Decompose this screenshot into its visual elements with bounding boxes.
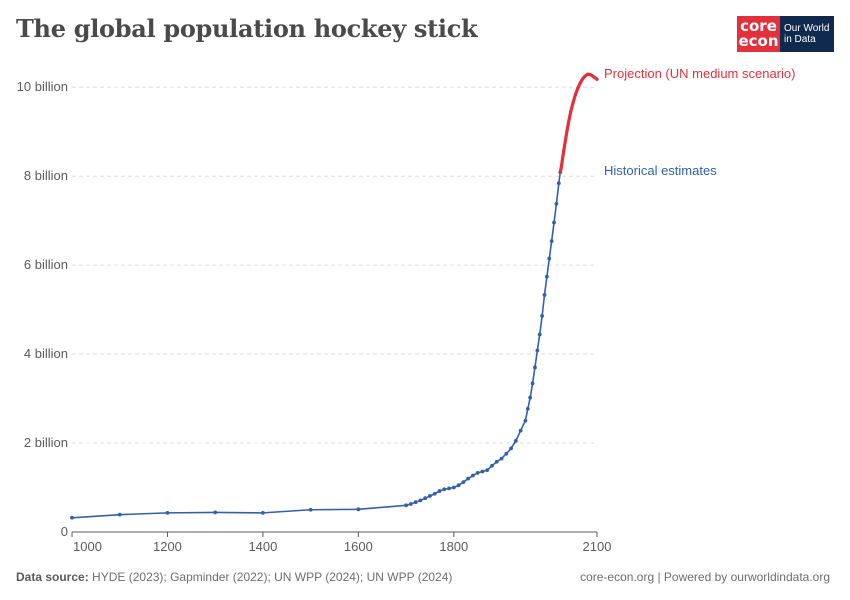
data-point [566,121,570,125]
data-point [451,485,456,490]
data-point [308,507,313,512]
data-source-text: HYDE (2023); Gapminder (2022); UN WPP (2… [92,570,453,584]
data-point [533,365,537,370]
data-point [581,77,585,81]
data-point [117,512,122,517]
data-point [528,395,533,400]
data-point [558,170,562,174]
data-source-label: Data source: [16,570,89,584]
data-point [466,476,471,481]
data-point [530,381,535,386]
label-layer: Historical estimates Projection (UN mediu… [604,66,795,178]
data-point [165,510,170,515]
data-point [547,256,552,261]
data-point [556,181,561,186]
data-point [428,494,432,498]
series-label-0: Historical estimates [604,163,717,178]
series-label-1: Projection (UN medium scenario) [604,66,795,81]
data-point [475,470,480,475]
data-source: Data source: HYDE (2023); Gapminder (202… [16,570,452,584]
data-point [461,480,466,485]
data-point [569,110,573,114]
data-point [442,487,447,492]
x-tick-label: 1800 [439,539,468,554]
data-point [542,293,547,297]
owid-logo: Our World in Data [780,16,834,52]
data-point [588,72,592,76]
x-tick-label: 1000 [73,539,102,554]
chart-title: The global population hockey stick [16,14,478,43]
data-point [490,463,494,468]
data-point [525,406,530,411]
data-point [213,510,218,515]
data-point [593,75,597,80]
data-point [418,498,423,503]
data-point [494,459,499,464]
data-point [595,77,599,81]
x-tick-label: 1600 [344,539,373,554]
data-point [408,502,413,506]
data-point [559,166,563,170]
data-point [404,503,408,508]
y-tick-label: 8 billion [24,168,68,183]
data-point [447,486,451,491]
data-point [480,469,485,474]
data-point [573,92,578,96]
data-point [552,220,556,225]
credit-text[interactable]: core-econ.org | Powered by ourworldindat… [580,570,830,584]
grid-layer [72,86,597,444]
series-layer [70,72,599,520]
data-point [509,446,513,451]
logo-owid-line1: Our World [784,23,830,34]
core-econ-logo: core econ [737,16,780,52]
data-point [554,201,559,206]
data-point [356,507,361,512]
data-point [540,313,545,318]
data-point [485,468,490,473]
y-tick-label: 0 [61,524,68,539]
data-point [432,491,437,496]
x-tick-label: 2100 [583,539,612,554]
data-point [413,500,418,505]
data-point [513,438,518,443]
data-point [576,86,580,90]
data-point [561,150,566,154]
data-point [437,489,442,493]
logo-owid-line2: in Data [784,34,816,45]
data-point [261,510,265,515]
x-tick-label: 1200 [153,539,182,554]
data-point [523,418,528,423]
logo[interactable]: core econ Our World in Data [737,16,834,52]
data-point [504,451,509,456]
series-line-0 [71,171,562,519]
data-point [537,332,542,337]
data-point [499,456,504,461]
axis-layer: 0 2 billion 4 billion 6 billion 8 billion 10 … [17,79,612,554]
x-tick-label: 1400 [248,539,277,554]
data-point [578,81,582,85]
y-tick-label: 6 billion [24,257,68,272]
y-tick-label: 10 billion [17,79,68,94]
data-point [471,473,475,478]
data-point [423,496,428,501]
y-tick-label: 4 billion [24,346,68,361]
data-point [70,515,74,520]
data-point [564,135,568,139]
logo-econ-text: econ [738,32,779,50]
data-point [590,74,594,78]
data-point [544,274,549,279]
data-point [535,348,540,353]
data-point [583,74,587,78]
data-point [571,100,575,104]
data-point [518,428,523,433]
y-tick-label: 2 billion [24,435,68,450]
data-point [585,72,590,76]
data-point [456,483,461,488]
logo-core-text: core [740,17,777,35]
data-point [549,239,554,244]
